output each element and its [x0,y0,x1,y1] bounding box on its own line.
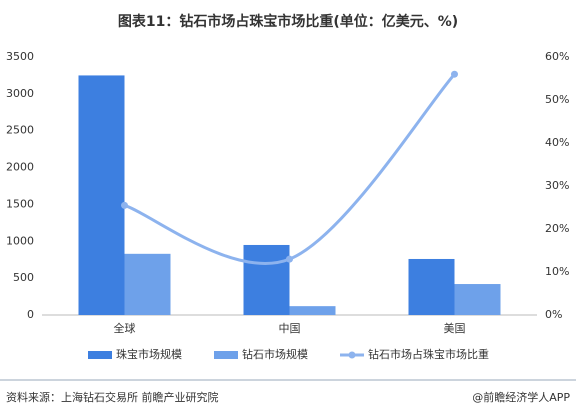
bar [124,253,171,315]
y-tick-label: 0 [27,308,34,321]
y2-tick-label: 20% [545,222,569,235]
credit: @前瞻经济学人APP [472,390,570,404]
y2-tick-label: 40% [545,136,569,149]
legend-swatch [348,351,356,359]
line-point [121,201,128,209]
bar [454,284,501,315]
x-tick-label: 美国 [444,322,466,335]
chart-title: 图表11：钻石市场占珠宝市场比重(单位：亿美元、%) [118,13,458,30]
y-tick-label: 3000 [6,87,34,100]
legend-label: 珠宝市场规模 [116,347,182,361]
y2-tick-label: 30% [545,179,569,192]
y2-tick-label: 60% [545,50,569,63]
legend-swatch [88,351,112,359]
y-tick-label: 1000 [6,234,34,247]
x-tick-label: 中国 [279,322,301,335]
line-point [286,255,293,263]
source: 资料来源：上海钻石交易所 前瞻产业研究院 [6,390,219,404]
legend-label: 钻石市场规模 [242,347,308,361]
y2-tick-label: 50% [545,93,569,106]
legend-label: 钻石市场占珠宝市场比重 [368,347,489,361]
y-tick-label: 2500 [6,124,34,137]
line [124,73,456,265]
line-point [451,70,458,78]
bar [289,306,336,315]
y2-tick-label: 10% [545,265,569,278]
y-tick-label: 500 [13,271,34,284]
bar [408,258,455,315]
y-tick-label: 2000 [6,161,34,174]
bar [243,244,290,315]
x-tick-label: 全球 [114,321,136,335]
y-tick-label: 1500 [6,197,34,210]
bar [78,75,125,315]
y2-tick-label: 0% [545,308,562,321]
legend-swatch [214,351,238,359]
y-tick-label: 3500 [6,50,34,63]
